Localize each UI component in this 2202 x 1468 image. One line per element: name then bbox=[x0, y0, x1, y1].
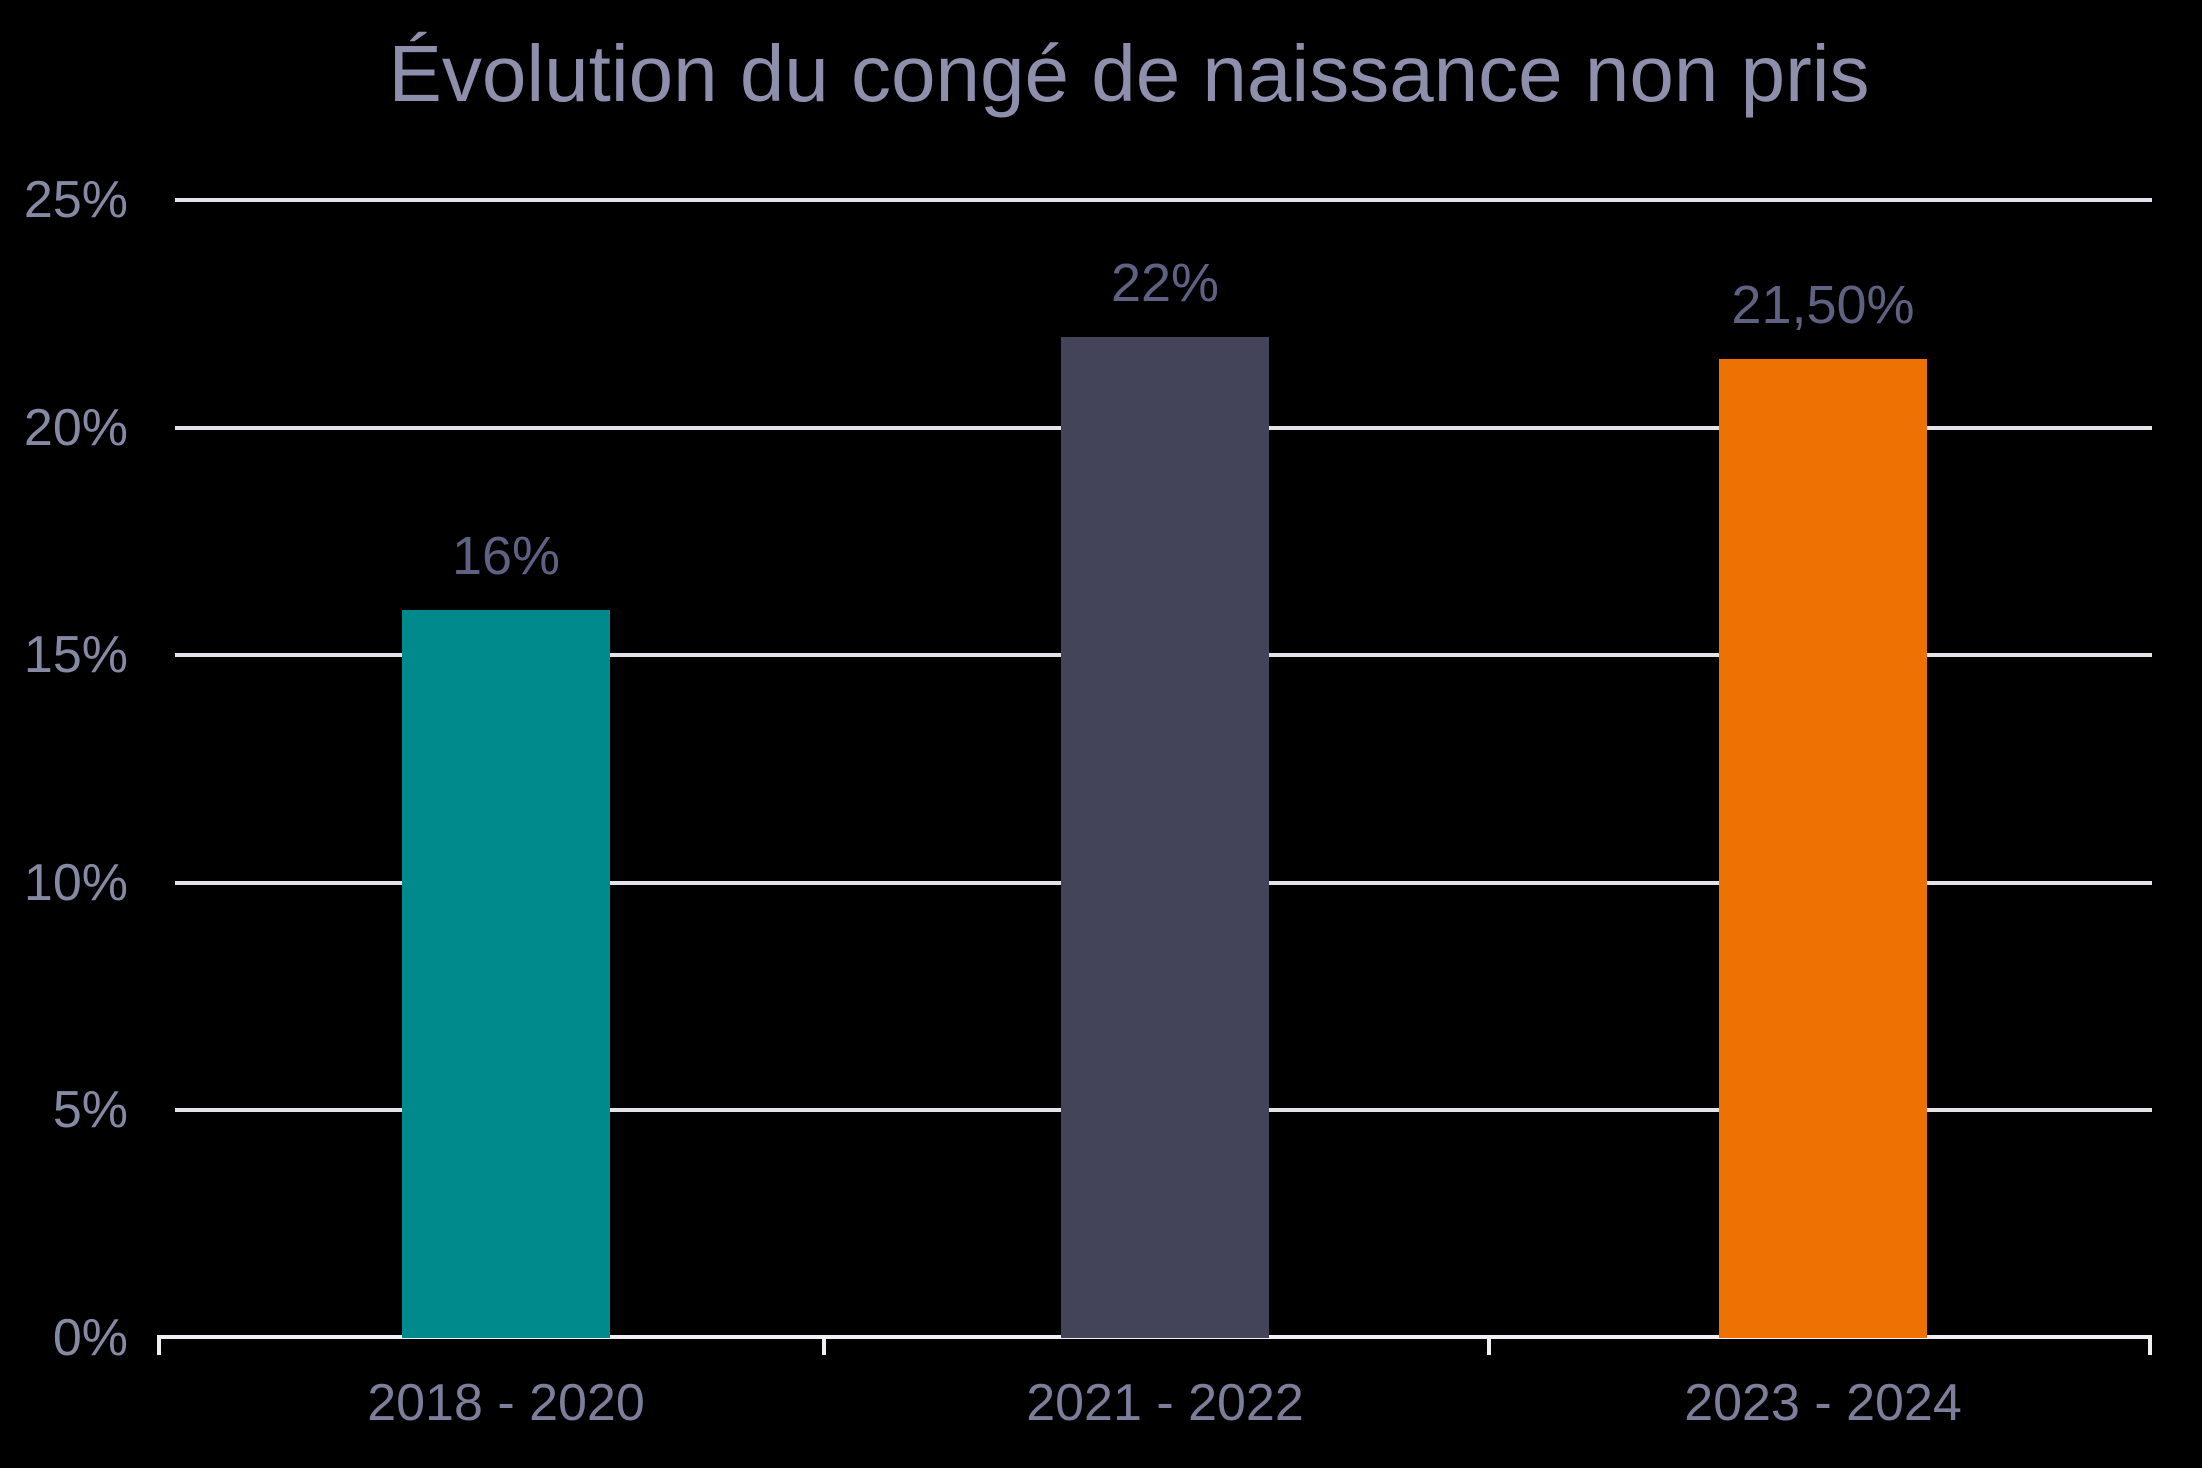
y-axis-tick-label: 15% bbox=[23, 626, 128, 685]
bar-value-label: 16% bbox=[451, 525, 561, 586]
x-axis-tick bbox=[822, 1335, 826, 1355]
chart-title: Évolution du congé de naissance non pris bbox=[388, 29, 1870, 118]
bar-2023-2024 bbox=[1719, 359, 1927, 1338]
bar-2018-2020 bbox=[402, 609, 610, 1338]
y-axis-tick-label: 0% bbox=[52, 1309, 128, 1367]
gridline-25pct bbox=[175, 198, 2152, 202]
y-axis-tick-label: 20% bbox=[23, 398, 128, 457]
bar-value-label: 21,50% bbox=[1731, 275, 1915, 336]
x-axis-tick bbox=[157, 1335, 161, 1355]
x-axis-tick bbox=[2148, 1335, 2152, 1355]
x-category-label: 2018 - 2020 bbox=[367, 1374, 645, 1432]
y-axis-tick-label: 25% bbox=[23, 171, 128, 229]
bar-2021-2022 bbox=[1061, 336, 1269, 1338]
x-category-label: 2023 - 2024 bbox=[1684, 1374, 1962, 1432]
y-axis-tick-label: 10% bbox=[23, 853, 128, 912]
x-axis-tick bbox=[1487, 1335, 1491, 1355]
x-category-label: 2021 - 2022 bbox=[1026, 1374, 1304, 1432]
y-axis-tick-label: 5% bbox=[52, 1081, 128, 1140]
bar-value-label: 22% bbox=[1110, 252, 1220, 313]
